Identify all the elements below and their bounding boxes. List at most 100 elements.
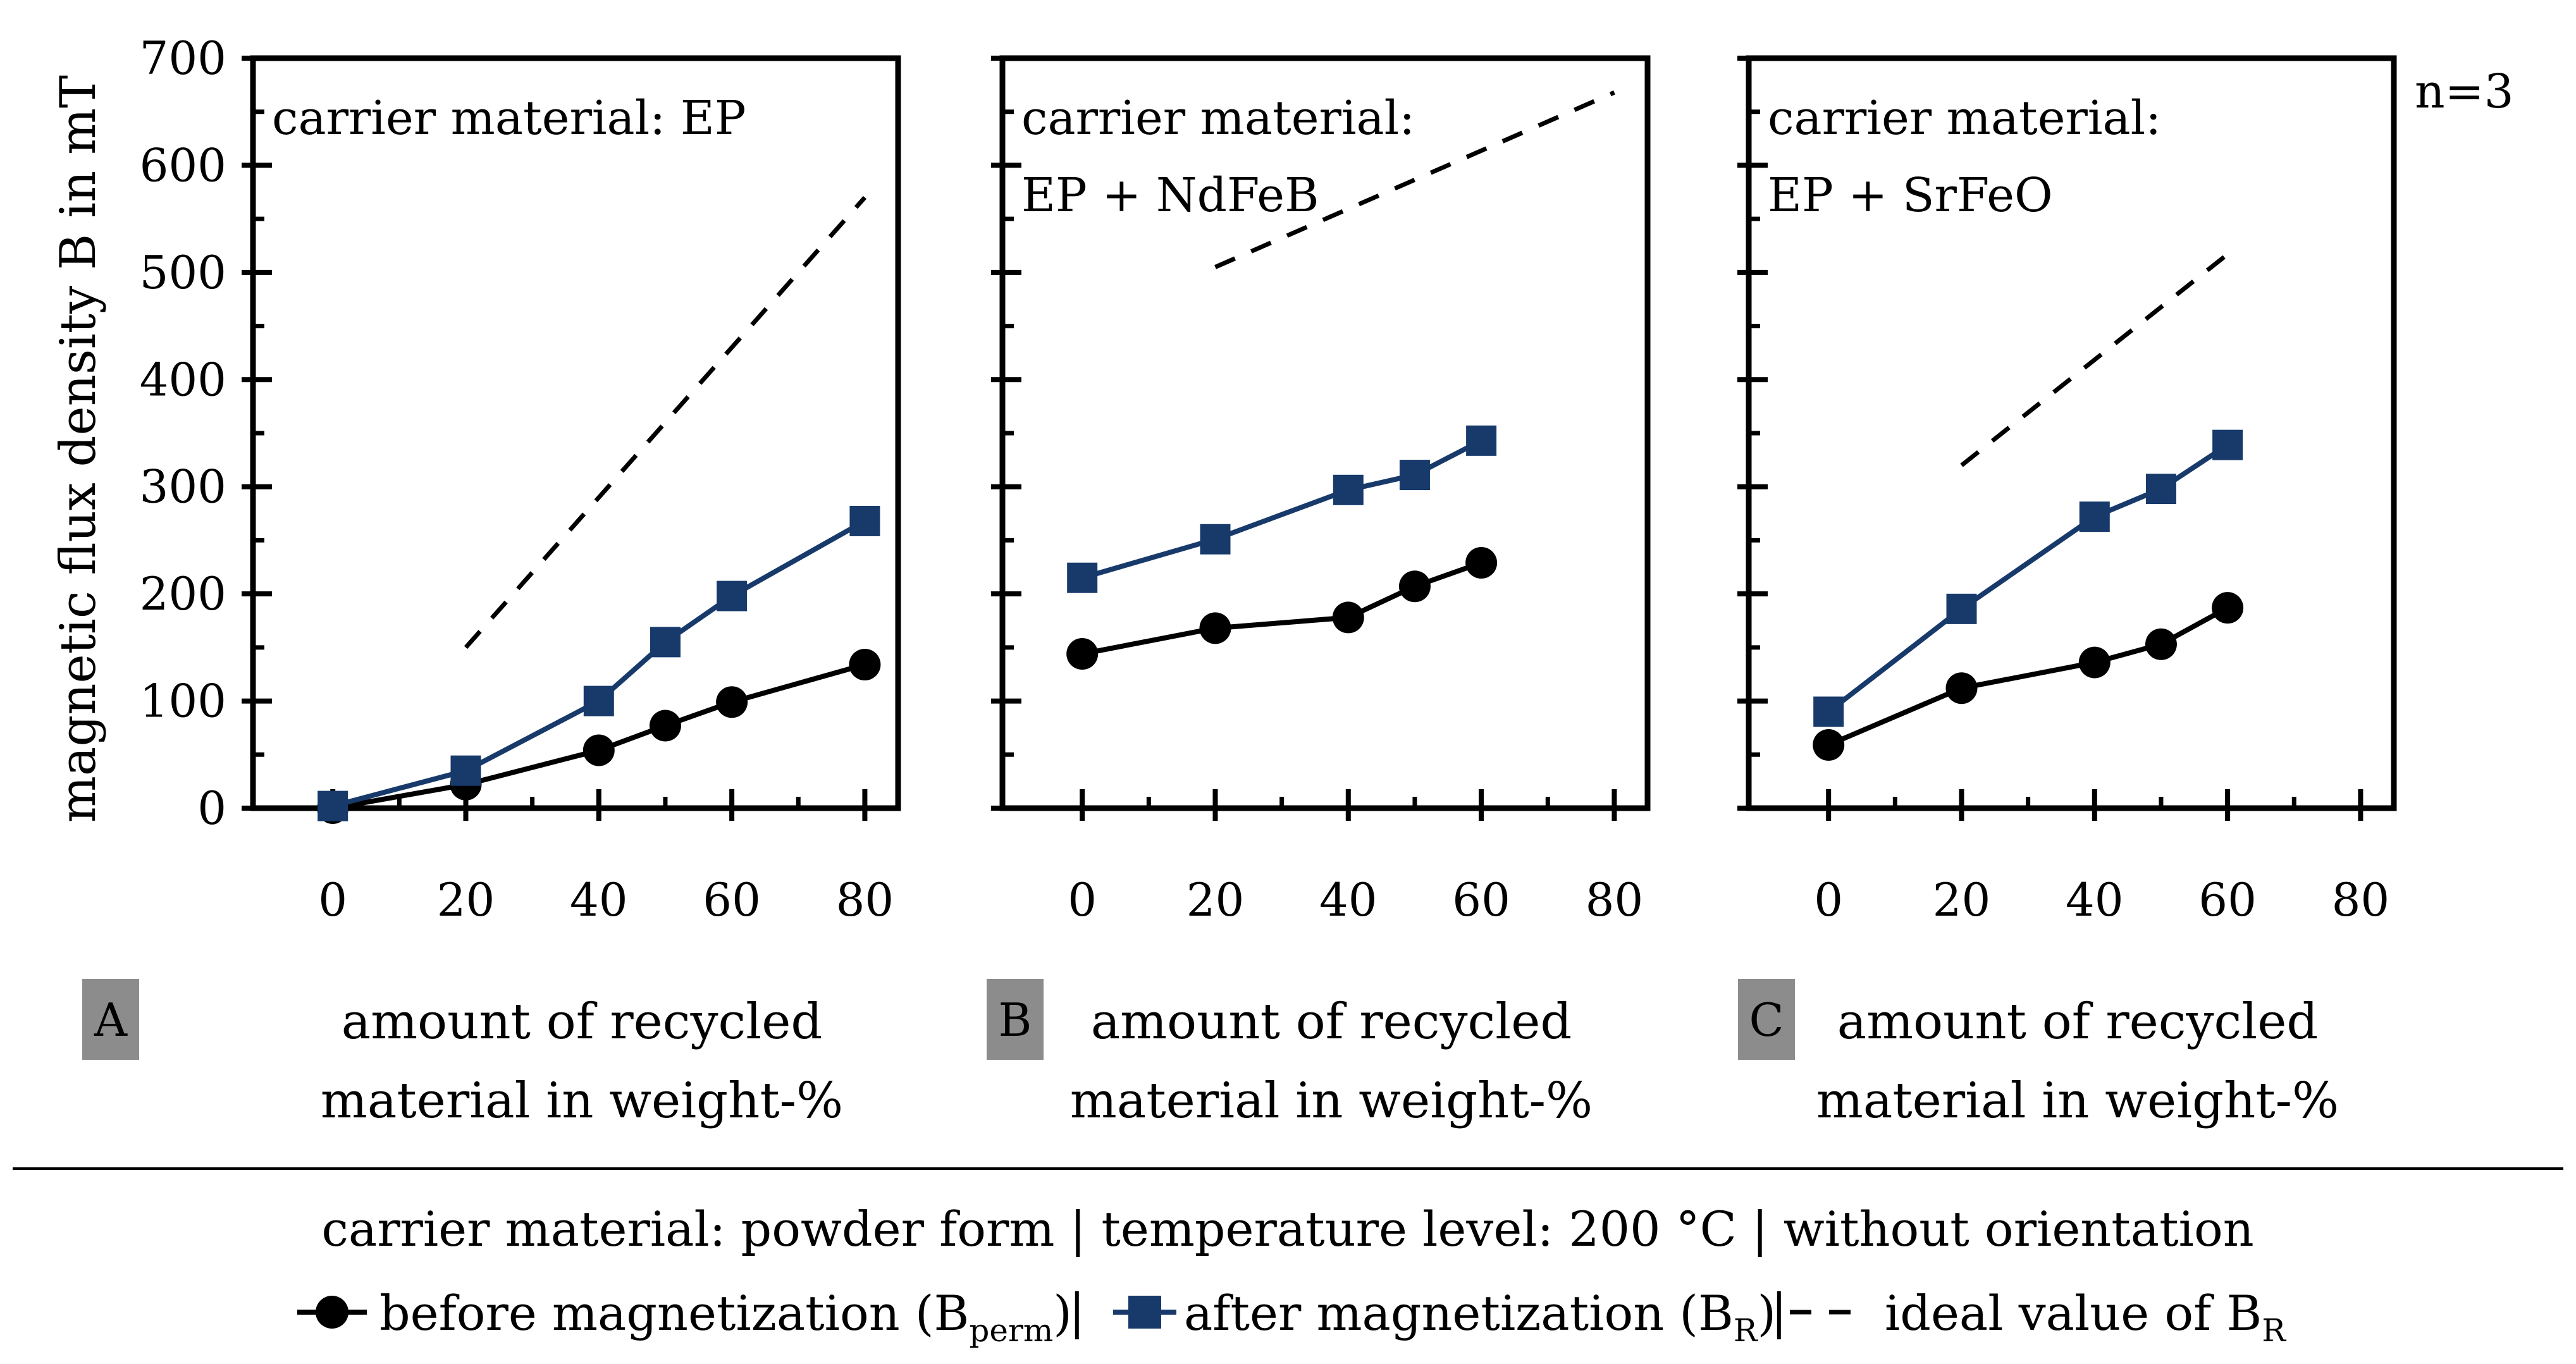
data-point-after-a [450,755,481,786]
x-tick-label-b: 0 [1068,873,1097,926]
legend-separator-1: | [1069,1283,1085,1339]
data-point-before-a [849,648,881,680]
legend-before-sub: perm [969,1312,1053,1349]
legend-ideal-main: ideal value of B [1885,1285,2262,1341]
legend-ideal-sub: R [2262,1312,2286,1349]
legend-after-label: after magnetization (BR) [1184,1285,1776,1349]
x-tick-label-c: 40 [2066,873,2124,926]
panel-badge-c [1738,979,1795,1060]
legend-before-label: before magnetization (Bperm) [379,1285,1072,1349]
data-point-before-b [1465,547,1498,579]
data-point-before-c [1945,672,1978,704]
x-axis-title-b: amount of recycled [1091,993,1572,1050]
x-axis-title-a: material in weight-% [321,1072,843,1129]
panel-badge-a [82,979,139,1060]
y-tick-label: 200 [140,567,226,620]
x-tick-label-c: 80 [2332,873,2390,926]
panel-badge-label-c: C [1749,993,1784,1047]
data-point-before-c [2212,592,2244,624]
panel-badge-label-b: B [999,993,1032,1047]
data-point-after-b [1067,562,1098,593]
series-line-ideal-a [464,195,867,649]
data-point-before-c [1813,729,1845,761]
series-line-after-a [332,519,866,809]
plot-frame-a [250,55,901,811]
data-point-after-c [2212,429,2243,460]
y-tick-label: 400 [140,353,226,406]
x-tick-label-a: 40 [570,873,628,926]
data-point-after-b [1333,474,1364,505]
data-point-after-c [1813,696,1844,727]
y-tick-label: 700 [140,32,226,85]
data-point-after-a [717,581,748,611]
x-tick-label-a: 0 [318,873,347,926]
legend-after-marker [1128,1296,1161,1329]
data-point-after-c [1946,593,1977,624]
x-tick-label-c: 0 [1814,873,1843,926]
x-axis-title-c: amount of recycled [1837,993,2319,1050]
legend-ideal-label: ideal value of BR [1885,1285,2286,1349]
legend: before magnetization (Bperm) | after mag… [297,1283,2286,1349]
data-point-after-a [849,505,880,536]
data-point-before-b [1199,612,1231,644]
x-tick-label-b: 20 [1186,873,1245,926]
chart-panel-a: 0 100 200 300 400 500 600 700 0 20 40 60 80 carrier m… [82,32,901,1129]
panel-title-c: EP + SrFeO [1768,168,2053,223]
y-tick-label: 100 [140,675,226,728]
legend-after-close: ) [1757,1285,1776,1341]
data-point-after-a [317,790,348,821]
legend-before-marker [316,1296,348,1329]
data-point-after-b [1200,524,1231,555]
panel-title-b: carrier material: [1021,91,1415,145]
data-point-before-b [1332,601,1364,634]
y-tick-label: 500 [140,246,226,299]
panel-title-c: carrier material: [1768,91,2161,145]
panel-badge-label-a: A [94,993,128,1047]
condition-line: carrier material: powder form | temperat… [321,1201,2253,1257]
y-tick-label: 300 [140,460,226,513]
data-point-before-b [1398,570,1431,603]
panel-title-b: EP + NdFeB [1021,168,1319,223]
data-point-after-b [1399,460,1430,491]
data-point-after-c [2145,474,2176,505]
x-tick-label-c: 20 [1933,873,1991,926]
chart-panel-b: 0 20 40 60 80 carrier material: EP + NdFeB B amo… [987,55,1651,1129]
x-tick-label-a: 60 [703,873,761,926]
y-tick-label: 600 [140,138,226,192]
chart-panel-c: 0 20 40 60 80 carrier material: EP + SrFeO C amo… [1737,55,2397,1129]
legend-after-sub: R [1734,1312,1758,1349]
x-tick-label-c: 60 [2198,873,2257,926]
data-point-before-b [1066,638,1099,670]
legend-separator-2: | [1771,1283,1787,1339]
sample-size-note: n=3 [2415,65,2514,119]
data-point-after-b [1466,425,1497,456]
legend-before-main: before magnetization (B [379,1285,969,1341]
series-line-before-a [332,662,866,811]
data-point-before-c [2078,646,2111,679]
series-line-ideal-c [1960,252,2229,467]
x-tick-label-b: 80 [1586,873,1644,926]
x-tick-label-b: 60 [1452,873,1510,926]
data-point-after-a [650,627,681,658]
panel-badge-b [987,979,1044,1060]
series-line-before-c [1827,605,2229,747]
x-axis-title-b: material in weight-% [1070,1072,1593,1129]
x-tick-label-b: 40 [1319,873,1377,926]
y-axis-title: magnetic flux density B in mT [50,75,107,823]
x-tick-label-a: 20 [437,873,495,926]
legend-before-close: ) [1053,1285,1072,1341]
data-point-before-c [2145,628,2177,660]
data-point-after-c [2079,501,2110,532]
panel-title-a: carrier material: EP [272,91,746,145]
legend-after-main: after magnetization (B [1184,1285,1734,1341]
data-point-before-a [649,710,681,742]
y-tick-label: 0 [197,782,226,835]
x-axis-title-a: amount of recycled [342,993,823,1050]
x-axis-title-c: material in weight-% [1816,1072,2339,1129]
series-line-ideal-b [1214,90,1615,269]
data-point-before-a [582,734,615,766]
x-tick-label-a: 80 [836,873,894,926]
data-point-before-a [716,686,748,718]
data-point-after-a [583,685,614,716]
